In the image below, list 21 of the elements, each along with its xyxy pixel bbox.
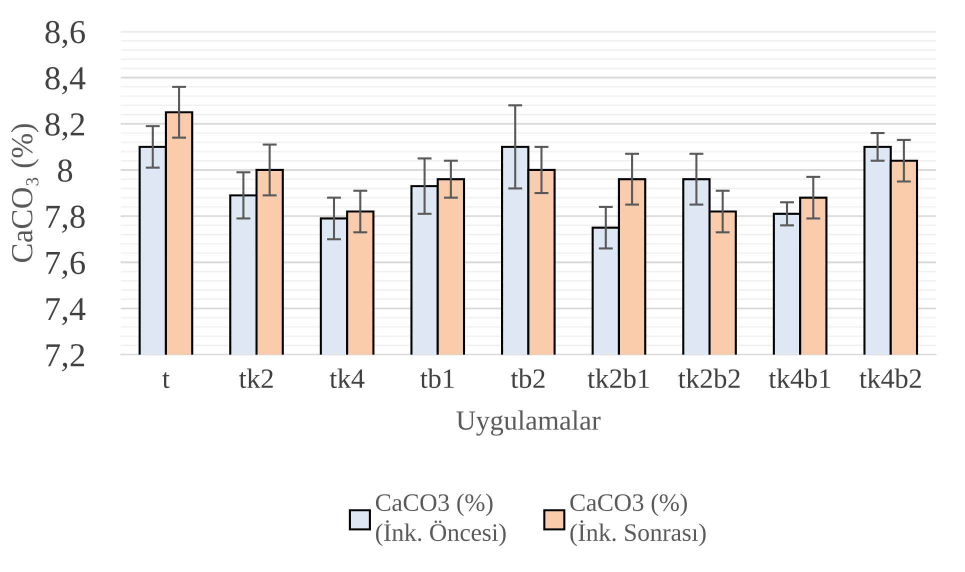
x-tick-label: tk2 <box>239 368 273 388</box>
legend-label: CaCO3 (%) (İnk. Öncesi) <box>376 493 506 546</box>
x-axis-title: Uygulamalar <box>456 410 601 436</box>
y-tick-label: 7,4 <box>46 298 86 326</box>
y-tick-label: 8,2 <box>46 113 84 140</box>
y-tick-label: 8,4 <box>46 67 86 94</box>
x-tick-label: t <box>162 372 170 388</box>
y-axis-title: CaCO₃ (%) <box>10 124 39 262</box>
x-tick-label: tb1 <box>420 368 454 388</box>
x-tick-label: tb2 <box>510 368 545 388</box>
x-tick-label: tk4b2 <box>859 368 921 388</box>
x-tick-label: tk4b1 <box>768 368 830 388</box>
y-tick-label: 7,8 <box>46 206 85 233</box>
x-tick-label: tk2b2 <box>678 368 740 388</box>
y-tick-label: 7,2 <box>46 344 84 372</box>
legend-label: CaCO3 (%) (İnk. Sonrası) <box>570 493 706 546</box>
x-tick-label: tk4 <box>330 368 364 388</box>
y-tick-label: 7,6 <box>46 252 85 279</box>
x-tick-label: tk2b1 <box>588 368 649 388</box>
y-tick-label: 8 <box>58 159 72 182</box>
y-tick-label: 8,6 <box>46 20 85 48</box>
